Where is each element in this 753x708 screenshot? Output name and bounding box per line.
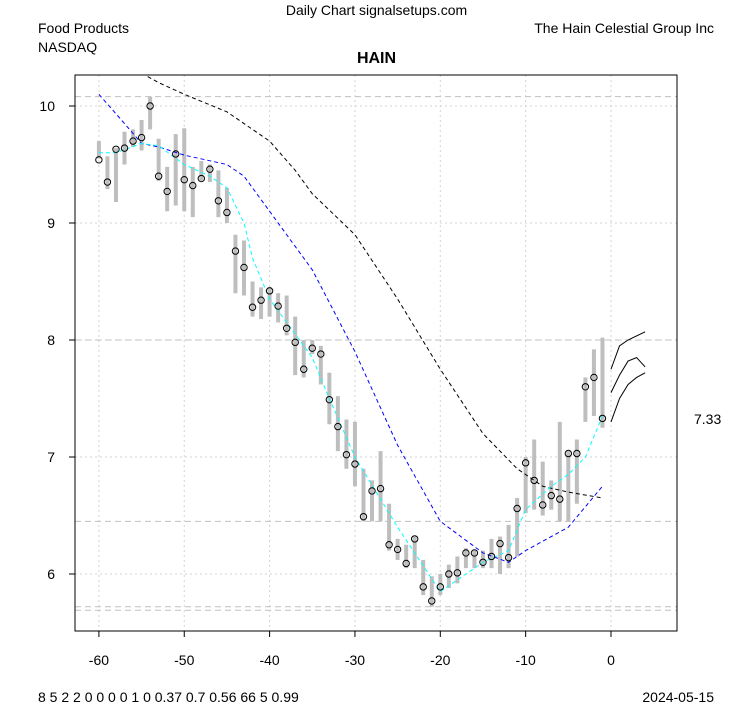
close-point bbox=[120, 144, 129, 152]
sector-label: Food Products bbox=[38, 20, 130, 36]
close-point bbox=[351, 460, 359, 468]
ma-long-line bbox=[143, 75, 603, 499]
close-point bbox=[479, 558, 487, 566]
x-tick-label: -30 bbox=[345, 652, 365, 668]
close-point bbox=[359, 512, 368, 521]
close-point bbox=[376, 484, 385, 493]
close-point bbox=[137, 133, 146, 142]
y-tick-label: 10 bbox=[39, 98, 55, 114]
close-point bbox=[496, 539, 504, 548]
x-tick-label: -10 bbox=[516, 652, 536, 668]
close-point bbox=[445, 570, 453, 578]
close-point bbox=[206, 165, 214, 173]
close-point bbox=[581, 383, 590, 391]
projection-line bbox=[610, 331, 646, 370]
y-tick-label: 6 bbox=[47, 566, 55, 582]
close-point bbox=[564, 449, 573, 458]
close-point bbox=[146, 102, 154, 110]
y-tick-label: 8 bbox=[47, 332, 55, 348]
plot-border bbox=[74, 74, 678, 632]
close-point bbox=[189, 181, 197, 190]
y-tick-label: 9 bbox=[47, 215, 55, 231]
close-point bbox=[214, 197, 223, 205]
ma-mid-line bbox=[98, 93, 603, 563]
close-point bbox=[453, 569, 462, 577]
close-point bbox=[129, 137, 137, 145]
close-point bbox=[240, 263, 248, 272]
close-point bbox=[393, 545, 402, 554]
close-point bbox=[539, 501, 547, 509]
close-point bbox=[547, 491, 555, 500]
ma-short-line bbox=[98, 142, 603, 593]
last-price-label: 7.33 bbox=[694, 411, 722, 427]
close-point bbox=[419, 583, 427, 591]
close-point bbox=[573, 449, 581, 458]
close-point bbox=[172, 150, 180, 158]
x-tick-label: -20 bbox=[430, 652, 450, 668]
close-point bbox=[334, 422, 342, 431]
close-point bbox=[521, 459, 530, 467]
close-point bbox=[530, 476, 538, 485]
close-point bbox=[368, 487, 376, 495]
footer-date: 2024-05-15 bbox=[642, 689, 714, 705]
close-point bbox=[385, 541, 393, 549]
close-point bbox=[308, 344, 316, 352]
close-point bbox=[342, 450, 351, 459]
projection-line bbox=[610, 356, 646, 393]
close-point bbox=[257, 296, 265, 304]
company-name: The Hain Celestial Group Inc bbox=[534, 20, 714, 36]
y-tick-label: 7 bbox=[47, 449, 55, 465]
close-point bbox=[95, 156, 103, 164]
close-point bbox=[410, 535, 419, 543]
close-point bbox=[163, 187, 171, 196]
close-point bbox=[487, 552, 496, 561]
close-point bbox=[428, 597, 436, 605]
header-title: Daily Chart signalsetups.com bbox=[285, 2, 468, 18]
close-point bbox=[436, 583, 444, 591]
close-point bbox=[180, 176, 188, 184]
close-point bbox=[462, 549, 470, 557]
close-point bbox=[504, 553, 513, 562]
exchange-label: NASDAQ bbox=[38, 39, 98, 55]
footer-stats: 8 5 2 2 0 0 0 0 1 0 0.37 0.7 0.56 66 5 0… bbox=[38, 689, 299, 705]
close-point bbox=[317, 350, 325, 358]
close-point bbox=[274, 302, 282, 310]
close-point bbox=[325, 395, 334, 404]
close-point bbox=[265, 287, 274, 295]
x-tick-label: -60 bbox=[89, 652, 109, 668]
close-point bbox=[590, 373, 598, 382]
close-point bbox=[470, 549, 479, 557]
close-point bbox=[402, 559, 410, 568]
close-point bbox=[598, 414, 607, 423]
close-point bbox=[103, 178, 112, 186]
x-tick-label: -50 bbox=[174, 652, 194, 668]
close-point bbox=[223, 208, 231, 217]
close-point bbox=[248, 303, 257, 311]
close-point bbox=[291, 338, 299, 347]
close-point bbox=[112, 145, 120, 153]
x-tick-label: 0 bbox=[607, 652, 615, 668]
chart-title: HAIN bbox=[356, 50, 397, 67]
close-point bbox=[231, 247, 240, 255]
close-point bbox=[282, 324, 291, 332]
close-point bbox=[154, 172, 163, 180]
close-point bbox=[556, 495, 564, 503]
close-point bbox=[513, 504, 521, 513]
close-point bbox=[300, 365, 308, 373]
projection-line bbox=[610, 372, 646, 423]
close-point bbox=[197, 174, 206, 183]
x-tick-label: -40 bbox=[259, 652, 279, 668]
